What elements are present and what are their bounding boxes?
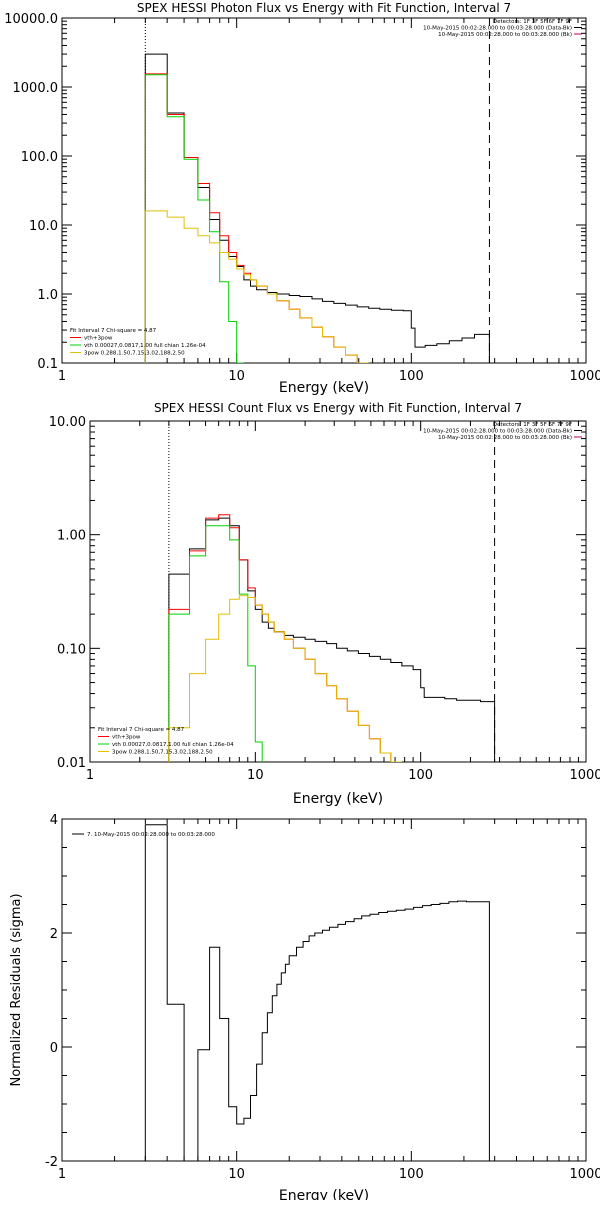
y-tick-label: 4 [50,813,58,828]
chart-panel-2: 1 10 100 1000 0.01 0.10 1.00 10.00 SPEX HESSI Co… [49,401,600,807]
y-tick-label: 1.0 [37,288,58,303]
fit-legend-entry: vth+3pow [84,336,113,342]
series-line-3 [144,74,244,363]
y-tick-label: 1000.0 [13,81,59,96]
chart-panel-1: 1 10 100 1000 0.1 1.0 10.0 100.0 1000.0 10000.0 SP… [4,1,600,396]
y-tick-label: 100.0 [21,150,58,165]
x-tick-label: 10 [228,1167,245,1182]
y-axis-label: Normalized Residuals (sigma) [9,893,24,1086]
y-tick-label: 0.1 [37,357,58,372]
x-tick-label: 100 [408,768,433,783]
top-legend-entry: 10-May-2015 00:02:28.000 to 00:03:28.000… [438,435,572,441]
fit-legend-entry: Fit Interval 7 Chi-square = 4.87 [98,727,185,733]
y-tick-label: 0 [50,1041,58,1056]
plot-frame [61,17,587,364]
x-tick-label: 10 [247,768,264,783]
top-legend-entry: Detectors: 1F 3F 5F 6F 7F 9F [493,19,572,25]
x-tick-label: 100 [399,369,424,384]
y-tick-label: 10000.0 [4,12,58,27]
x-tick-label: 1 [86,768,94,783]
x-tick-label: 1000 [569,369,600,384]
fit-legend-entry: 3pow 0.288,1.50,7.15,3.02,188,2.50 [84,351,185,357]
x-tick-label: 1 [58,1167,66,1182]
y-tick-label: 0.10 [57,642,86,657]
fit-legend-entry: 3pow 0.288,1.50,7.15,3.02,188,2.50 [112,750,213,756]
y-tick-label: 2 [50,927,58,942]
x-axis-label: Energy (keV) [293,791,383,807]
top-legend-entry: 10-May-2015 00:02:28.000 to 00:03:28.000… [438,32,572,38]
chart-title: SPEX HESSI Count Flux vs Energy with Fit… [154,401,522,415]
top-legend-entry: 10-May-2015 00:02:28.000 to 00:03:28.000… [423,429,572,435]
x-tick-label: 100 [399,1167,424,1182]
x-tick-label: 1000 [569,768,600,783]
x-tick-label: 10 [228,369,245,384]
y-tick-label: 0.01 [57,756,86,771]
series-line-4 [168,595,402,762]
series-line-1 [144,824,490,1161]
y-tick-label: 10.0 [29,219,58,234]
x-axis-label: Energy (keV) [279,1188,369,1200]
fit-legend-entry: vth 0.00027,0.0817,1.00 full chian 1.26e… [112,742,234,748]
plot-frame [89,420,587,763]
fit-legend-entry: vth 0.00027,0.0817,1.00 full chian 1.26e… [84,343,206,349]
x-tick-label: 1 [58,369,66,384]
x-tick-label: 1000 [569,1167,600,1182]
y-tick-label: 10.00 [49,415,86,430]
series-line-4 [144,210,369,363]
fit-legend-entry: vth+3pow [112,735,141,741]
series-line-3 [168,525,263,762]
chart-title: SPEX HESSI Photon Flux vs Energy with Fi… [137,1,511,15]
y-tick-label: -2 [45,1155,58,1170]
fit-legend-entry: Fit Interval 7 Chi-square = 4.87 [70,328,157,334]
top-legend-entry: Detectors: 1F 3F 5F 6F 7F 9F [493,422,572,428]
y-tick-label: 1.00 [57,529,86,544]
legend-entry: 7. 10-May-2015 00:02:28.000 to 00:03:28.… [87,832,215,838]
x-axis-label: Energy (keV) [279,380,369,396]
top-legend-entry: 10-May-2015 00:02:28.000 to 00:03:28.000… [423,26,572,32]
